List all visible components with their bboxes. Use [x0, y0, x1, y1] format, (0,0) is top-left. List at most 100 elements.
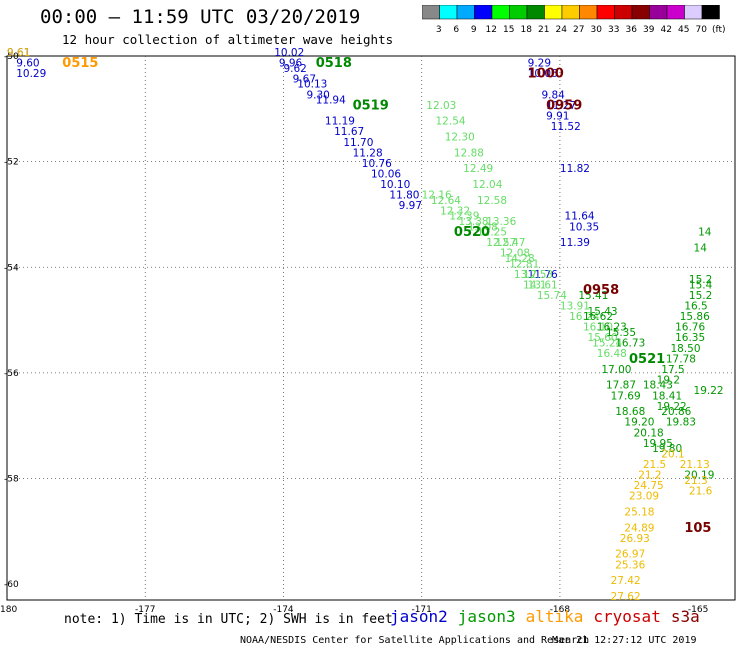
y-tick-label: -60 [4, 580, 19, 590]
pass-label: 1000 [528, 67, 564, 82]
swh-value: 11.28 [353, 147, 383, 159]
swh-value: 12.57 [486, 237, 516, 249]
colorbar-label: 21 [538, 25, 549, 35]
pass-label: 0515 [62, 56, 98, 71]
swh-value: 13.7 [514, 269, 537, 281]
swh-value: 11.64 [565, 211, 595, 223]
colorbar-label: 3 [436, 25, 442, 35]
swh-value: 10.35 [569, 221, 599, 233]
colorbar-label: 36 [626, 25, 638, 35]
swh-value: 11.39 [560, 237, 590, 249]
swh-value: 12.16 [422, 190, 452, 202]
swh-value: 20.18 [634, 427, 664, 439]
swh-value: 13.08 [468, 221, 498, 233]
x-tick-label: -168 [550, 605, 571, 615]
pass-label: 0521 [629, 352, 665, 367]
swh-value: 10.13 [297, 79, 327, 91]
pass-label: 105 [684, 521, 711, 536]
swh-value: 19.22 [657, 401, 687, 413]
swh-value: 11.27 [546, 100, 576, 112]
swh-value: 19.83 [666, 417, 696, 429]
swh-value: 17.00 [601, 364, 631, 376]
swh-value: 10.06 [371, 168, 401, 180]
colorbar-label: 27 [573, 25, 584, 35]
swh-value: 16.76 [675, 322, 705, 334]
swh-value: 26.97 [615, 549, 645, 561]
units-note: note: 1) Time is in UTC; 2) SWH is in fe… [64, 612, 393, 627]
colorbar-label: 45 [678, 25, 689, 35]
swh-value: 11.52 [551, 121, 581, 133]
swh-value: 9.91 [546, 110, 569, 122]
swh-value: 16.48 [597, 348, 627, 360]
swh-value: 20.1 [661, 448, 684, 460]
swh-value: 13.36 [486, 216, 516, 228]
swh-value: 12.08 [500, 248, 530, 260]
swh-value: 24.75 [634, 480, 664, 492]
swh-value: 16.62 [583, 311, 613, 323]
swh-value: 21.6 [689, 485, 713, 497]
swh-value: 11.82 [560, 163, 590, 175]
satellite-legend-item: jason3 [457, 607, 516, 626]
swh-value: 19.20 [624, 417, 654, 429]
colorbar-label: 70 [696, 25, 708, 35]
swh-value: 17.87 [606, 380, 636, 392]
swh-value: 11.19 [325, 116, 355, 128]
colorbar-label: 30 [591, 25, 603, 35]
map-subtitle: 12 hour collection of altimeter wave hei… [62, 32, 394, 47]
swh-value: 27.62 [611, 591, 641, 603]
swh-value: 12.81 [509, 258, 539, 270]
swh-value: 15.74 [537, 290, 567, 302]
swh-value: 26.93 [620, 533, 650, 545]
pass-label: 0959 [546, 98, 582, 113]
swh-value: 9.62 [283, 63, 306, 75]
timestamp-text: Mar 21 12:27:12 UTC 2019 [552, 635, 697, 646]
swh-value: 19.95 [643, 438, 673, 450]
swh-value: 12.30 [445, 132, 475, 144]
swh-value: 19.22 [694, 385, 724, 397]
swh-value: 9.96 [279, 58, 303, 70]
swh-value: 14.1 [523, 279, 546, 291]
swh-value: 25.18 [624, 506, 654, 518]
swh-value: 14 [698, 227, 712, 239]
swh-value: 21.13 [680, 459, 710, 471]
pass-label: 0958 [583, 283, 619, 298]
credit-text: NOAA/NESDIS Center for Satellite Applica… [240, 635, 590, 646]
swh-value: 12.03 [426, 100, 456, 112]
swh-value: 21.5 [643, 459, 666, 471]
swh-value: 17.5 [661, 364, 684, 376]
swh-value: 15.41 [578, 290, 608, 302]
y-tick-label: -56 [4, 369, 19, 379]
x-tick-label: -180 [0, 605, 17, 615]
map-title: 00:00 – 11:59 UTC 03/20/2019 [40, 6, 361, 28]
satellite-legend-item: s3a [670, 607, 700, 626]
y-tick-label: -50 [4, 52, 19, 62]
swh-value: 9.84 [541, 89, 565, 101]
swh-value: 11.80 [389, 190, 419, 202]
swh-value: 15.2 [689, 274, 712, 286]
swh-value: 17.78 [666, 353, 696, 365]
swh-value: 16.10 [583, 322, 613, 334]
swh-value: 23.09 [629, 491, 659, 503]
swh-value: 9.67 [293, 73, 316, 85]
satellite-legend: jason2 jason3 altika cryosat s3a [390, 607, 710, 626]
pass-label: 0520 [454, 225, 490, 240]
x-tick-label: -174 [273, 605, 294, 615]
colorbar-label: 15 [503, 25, 514, 35]
swh-value: 27.42 [611, 575, 641, 587]
swh-value: 21.2 [638, 470, 661, 482]
swh-value: 9.61 [7, 47, 30, 59]
swh-value: 12.47 [495, 237, 525, 249]
swh-value: 10.06 [528, 68, 558, 80]
swh-value: 16.23 [597, 322, 627, 334]
swh-value: 15.24 [592, 337, 622, 349]
swh-value: 9.60 [16, 58, 39, 70]
swh-value: 17.69 [611, 390, 641, 402]
colorbar-label: 24 [556, 25, 568, 35]
swh-value: 12.49 [463, 163, 493, 175]
x-tick-label: -177 [135, 605, 155, 615]
pass-label: 0519 [353, 98, 389, 113]
y-tick-label: -54 [4, 263, 19, 273]
swh-value: 9.30 [306, 89, 329, 101]
swh-value: 12.64 [431, 195, 461, 207]
swh-value: 20.19 [684, 470, 714, 482]
